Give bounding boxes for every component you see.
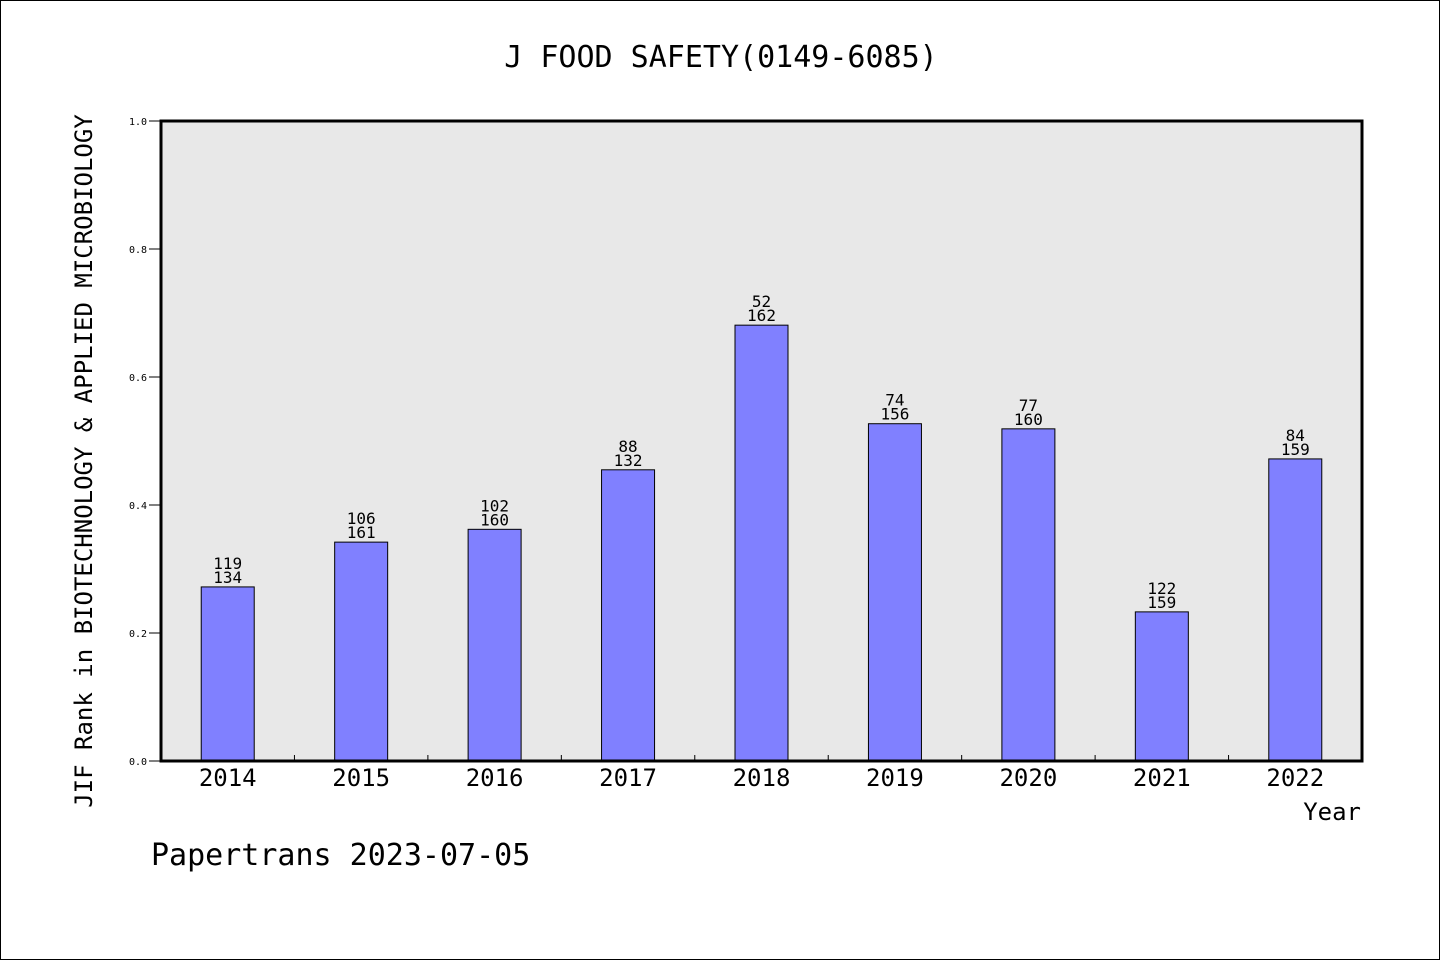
bars-layer [200,324,1323,762]
data-label-total-2014: 134 [213,568,242,587]
y-axis-label: JIF Rank in BIOTECHNOLOGY & APPLIED MICR… [70,114,98,808]
bar-2022 [1268,458,1323,762]
x-tick-label-2022: 2022 [1266,764,1324,792]
x-tick-label-2020: 2020 [999,764,1057,792]
data-label-rank-2016: 102 [480,496,509,515]
data-label-rank-2014: 119 [213,554,242,573]
data-label-rank-2022: 84 [1286,426,1305,445]
data-label-rank-2017: 88 [618,437,637,456]
y-tick-label: 0.6 [129,373,147,384]
bar-2014 [200,586,255,762]
chart-title: J FOOD SAFETY(0149-6085) [504,40,937,75]
bar-2020 [1001,428,1056,762]
data-label-total-2021: 159 [1147,593,1176,612]
axes-layer: 2014 2015 2016 2017 2018 2019 2020 2021 2022 0.0 0… [129,117,1324,792]
x-axis-label: Year [1303,798,1361,826]
bar-2016 [467,528,522,762]
bar-2015 [334,541,389,762]
plot-border [159,119,1364,763]
bar-2021 [1134,611,1189,762]
x-tick-label-2017: 2017 [599,764,657,792]
y-tick-label: 0.0 [129,757,147,768]
x-tick-label-2018: 2018 [733,764,791,792]
data-label-rank-2020: 77 [1019,396,1038,415]
data-label-total-2020: 160 [1014,410,1043,429]
footer-credit: Papertrans 2023-07-05 [151,838,530,873]
data-label-total-2017: 132 [614,451,643,470]
y-tick-label: 0.2 [129,629,147,640]
data-label-total-2018: 162 [747,306,776,325]
y-tick-label: 1.0 [129,117,147,128]
x-tick-label-2021: 2021 [1133,764,1191,792]
data-label-total-2016: 160 [480,510,509,529]
bar-2018 [734,324,789,762]
x-tick-label-2016: 2016 [466,764,524,792]
data-label-total-2015: 161 [347,523,376,542]
data-label-rank-2019: 74 [885,391,904,410]
data-label-rank-2015: 106 [347,509,376,528]
x-tick-label-2015: 2015 [332,764,390,792]
data-label-total-2019: 156 [880,405,909,424]
x-tick-label-2014: 2014 [199,764,257,792]
x-tick-label-2019: 2019 [866,764,924,792]
bar-2017 [601,469,656,762]
y-tick-label: 0.4 [129,501,147,512]
bar-2019 [867,423,922,762]
data-label-rank-2021: 122 [1147,579,1176,598]
data-label-total-2022: 159 [1281,440,1310,459]
data-label-rank-2018: 52 [752,292,771,311]
y-tick-label: 0.8 [129,245,147,256]
